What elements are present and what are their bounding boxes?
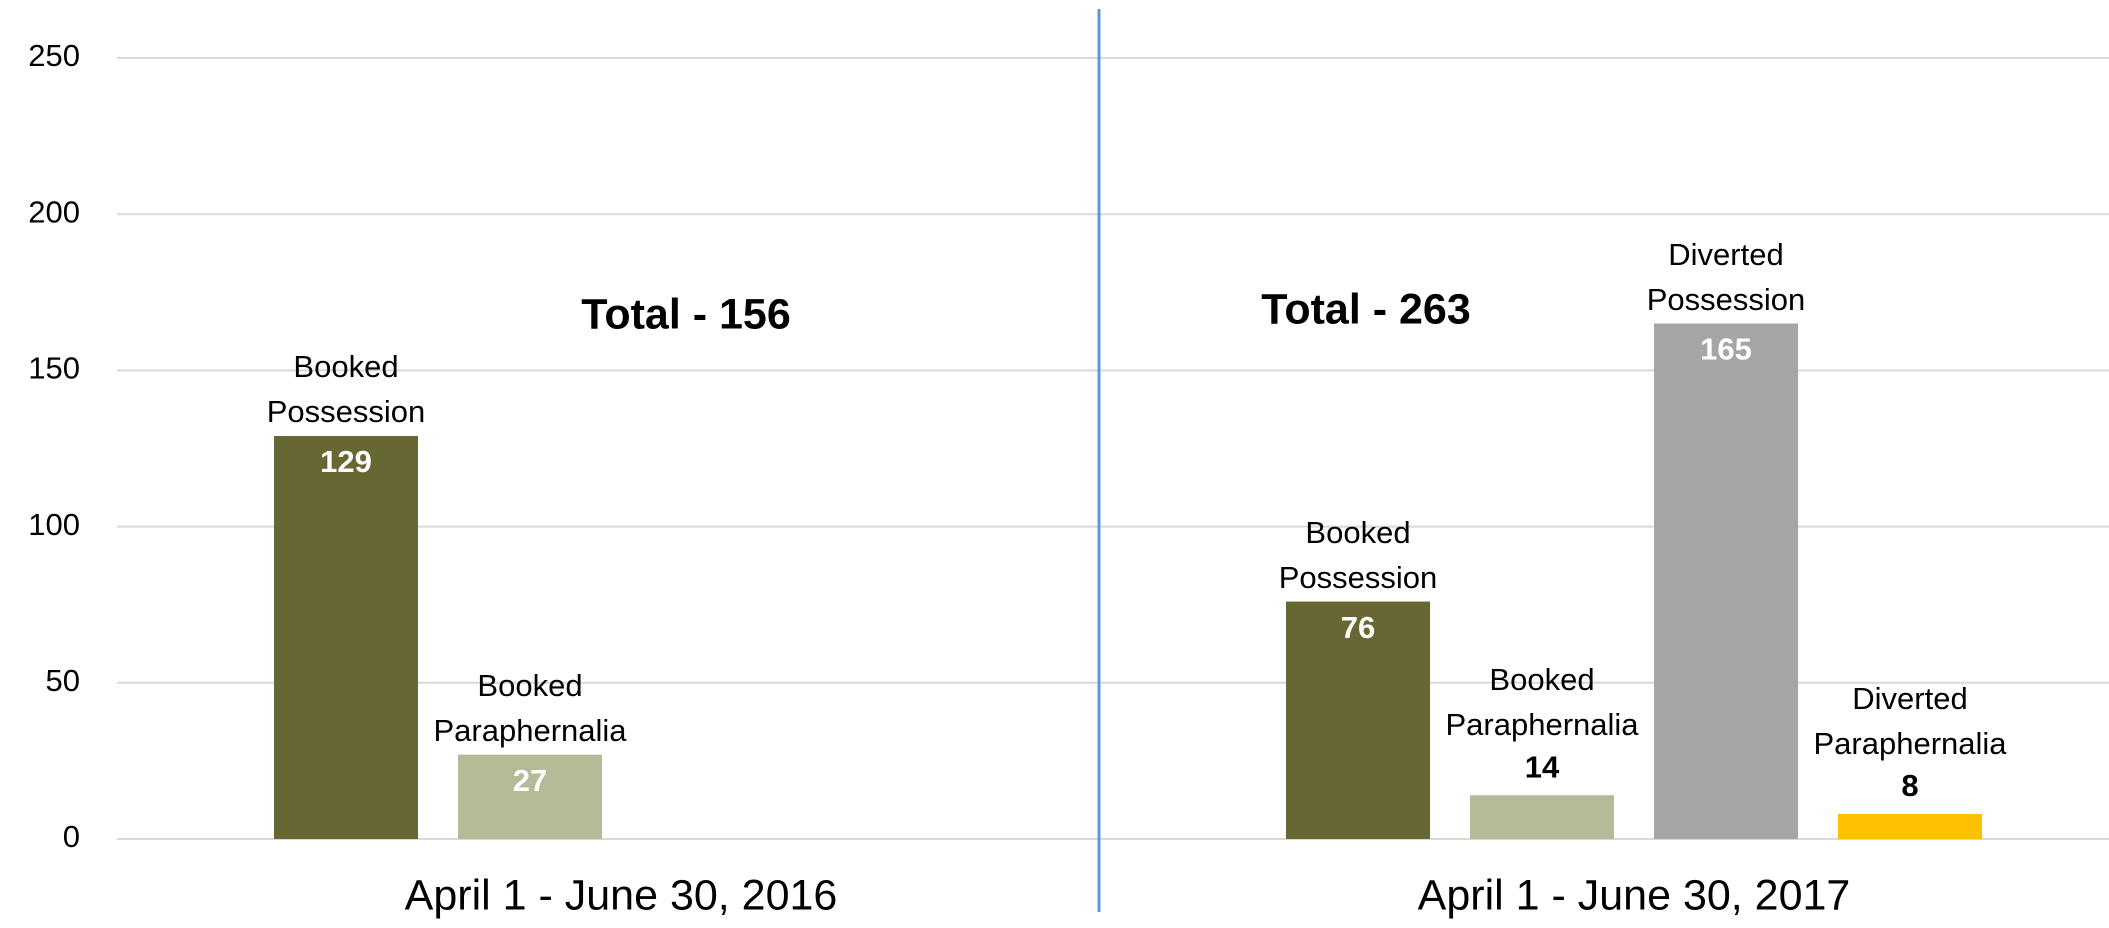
bar [1654,323,1798,839]
data-label: 76 [1341,610,1375,645]
bar-name-label: Booked Possession [1278,514,1438,595]
bar [1286,601,1430,839]
bar-name-label: Booked Paraphernalia [433,667,627,748]
data-label: 27 [513,763,547,798]
y-tick-label: 0 [63,819,80,854]
bar [458,754,602,839]
x-tick-label: April 1 - June 30, 2016 [405,871,838,919]
data-label: 129 [320,444,372,479]
bar-name-label: Diverted Possession [1646,236,1806,317]
bar-name-label: Booked Paraphernalia [1445,662,1639,743]
x-tick-label: April 1 - June 30, 2017 [1418,871,1851,919]
data-label: 14 [1525,749,1560,784]
annotation: Total - 263 [1261,285,1470,333]
annotation: Total - 156 [581,290,790,338]
y-tick-label: 150 [28,351,80,386]
bar-name-label: Booked Possession [266,349,426,429]
y-tick-label: 200 [28,194,80,229]
bar [1838,814,1982,839]
data-label: 8 [1901,768,1918,803]
data-label: 165 [1700,332,1752,367]
bar [1470,795,1614,839]
y-tick-label: 100 [28,507,80,542]
y-tick-label: 50 [46,663,80,698]
y-tick-label: 250 [28,38,80,73]
bar-name-label: Diverted Paraphernalia [1813,681,2007,761]
bar [274,436,418,839]
